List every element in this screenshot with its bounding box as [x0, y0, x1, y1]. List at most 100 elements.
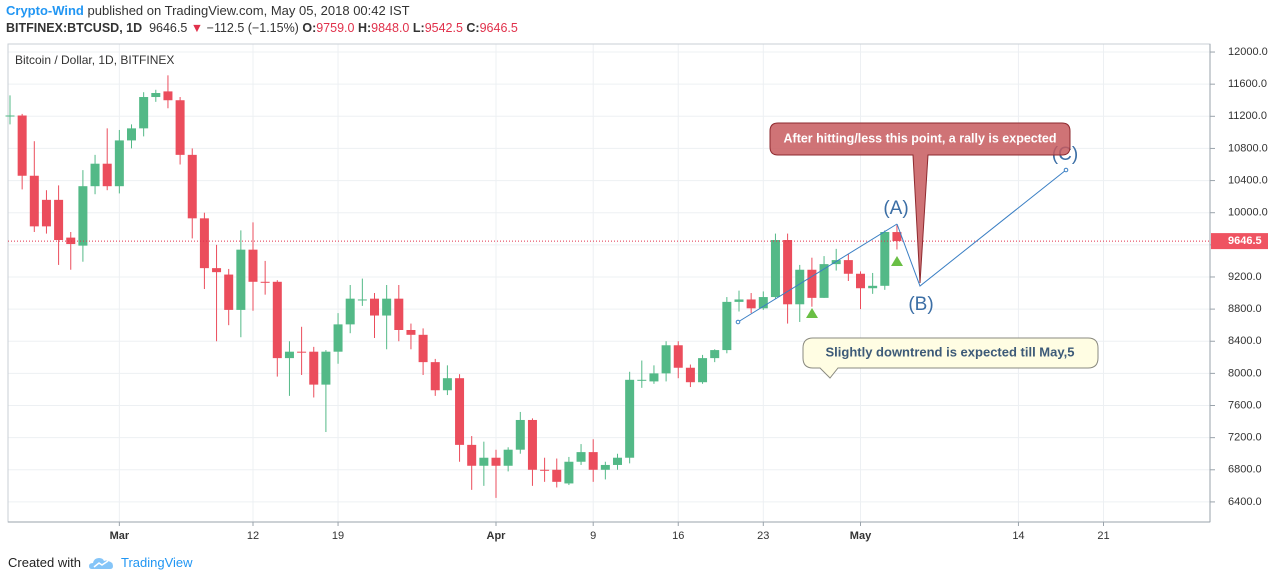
brand[interactable]: TradingView: [120, 555, 193, 570]
candle-body: [746, 299, 756, 309]
candle-body: [430, 362, 440, 391]
candle-body: [880, 231, 890, 286]
candle-body: [297, 351, 307, 353]
y-tick-label: 10000.0: [1228, 207, 1268, 219]
wave-label: (A): [883, 198, 908, 219]
candle-body: [637, 379, 647, 381]
y-tick-label: 12000.0: [1228, 46, 1268, 58]
candle-body: [673, 345, 683, 368]
publish-line: Crypto-Wind published on TradingView.com…: [6, 3, 410, 18]
candle-body: [29, 175, 39, 227]
quote-line: BITFINEX:BTCUSD, 1D 9646.5 ▼ −112.5 (−1.…: [6, 21, 518, 35]
candle-body: [309, 351, 319, 385]
chart: Bitcoin / Dollar, 1D, BITFINEX (A) (B) (…: [5, 43, 1268, 542]
y-tick-label: 10400.0: [1228, 174, 1268, 186]
candle-body: [163, 91, 173, 101]
candle-body: [613, 457, 622, 465]
candle-body: [479, 457, 489, 466]
candle-body: [199, 218, 209, 269]
candle-body: [819, 264, 829, 298]
footer: Created with TradingView: [8, 555, 193, 570]
ohlc-label: L:: [412, 21, 425, 35]
last: 9646.5: [149, 21, 188, 35]
candle-body: [114, 140, 124, 187]
candle-body: [418, 334, 428, 363]
candle-body: [54, 199, 64, 241]
candle-body: [540, 469, 550, 471]
triangle-marker: [891, 256, 903, 266]
candle-body: [382, 298, 392, 316]
ohlc-value: 9759.0: [316, 21, 355, 35]
candle-body: [175, 100, 185, 155]
ohlc-label: O:: [302, 21, 317, 35]
candle-body: [467, 444, 477, 466]
candle-body: [807, 269, 817, 298]
wave-path: [896, 169, 1067, 287]
y-tick-label: 11600.0: [1228, 78, 1267, 90]
candle-body: [722, 301, 732, 351]
candle-body: [102, 163, 112, 187]
candle-body: [212, 268, 222, 273]
candle-body: [831, 260, 841, 265]
author[interactable]: Crypto-Wind: [6, 3, 84, 18]
candle-body: [260, 281, 270, 283]
y-tick-label: 7200.0: [1228, 432, 1262, 444]
chart-frame: [7, 43, 1211, 523]
candle-body: [491, 457, 501, 466]
candle-body: [795, 269, 805, 305]
trend-line: [737, 223, 898, 323]
y-tick-label: 6800.0: [1228, 464, 1262, 476]
y-tick-label: 9200.0: [1228, 271, 1262, 283]
candle-body: [406, 329, 416, 335]
ohlc-label: H:: [357, 21, 372, 35]
callout-text: Slightly downtrend is expected till May,…: [826, 344, 1075, 359]
candle-body: [151, 93, 161, 98]
candle-body: [370, 298, 379, 316]
candle-body: [394, 298, 404, 330]
candle-body: [770, 240, 780, 298]
y-tick-label: 10800.0: [1228, 142, 1268, 154]
x-tick-label: 16: [672, 530, 684, 542]
x-tick-label: 23: [757, 530, 769, 542]
arrow: ▼: [190, 21, 204, 35]
candle-body: [661, 345, 671, 374]
candle-body: [78, 186, 88, 246]
ohlc-value: 9646.5: [479, 21, 518, 35]
candle-body: [576, 452, 586, 462]
candle-body: [625, 379, 635, 458]
candles: [5, 75, 1210, 498]
legend: Bitcoin / Dollar, 1D, BITFINEX: [15, 53, 174, 67]
candle-body: [892, 232, 902, 242]
candle-body: [5, 115, 15, 117]
candle-body: [710, 350, 720, 359]
x-tick-label: 12: [247, 530, 259, 542]
candle-body: [139, 97, 149, 129]
x-tick-label: Apr: [487, 530, 507, 542]
candle-body: [284, 351, 294, 359]
y-tick-label: 11200.0: [1228, 110, 1267, 122]
candle-body: [503, 449, 513, 466]
candle-body: [248, 249, 258, 282]
candle-body: [224, 274, 234, 310]
candle-body: [236, 249, 246, 310]
candle-body: [856, 273, 865, 289]
candle-body: [17, 115, 27, 176]
y-tick-label: 6400.0: [1228, 496, 1262, 508]
candle-body: [698, 358, 708, 383]
x-tick-label: Mar: [110, 530, 130, 542]
x-tick-label: May: [850, 530, 872, 542]
y-tick-label: 7600.0: [1228, 399, 1262, 411]
symbol: BITFINEX:BTCUSD, 1D: [6, 21, 143, 35]
change: −112.5 (−1.15%): [206, 21, 299, 35]
candle-body: [455, 378, 465, 445]
brand-logo[interactable]: [88, 556, 113, 570]
last-price-tag: [1211, 233, 1268, 250]
candle-body: [321, 351, 331, 385]
callout: [769, 122, 1071, 284]
callout-text: After hitting/less this point, a rally i…: [784, 131, 1057, 145]
candle-body: [843, 260, 853, 274]
candle-body: [564, 461, 574, 484]
candle-body: [588, 452, 598, 470]
x-tick-label: 21: [1097, 530, 1109, 542]
ohlc-value: 9542.5: [424, 21, 463, 35]
